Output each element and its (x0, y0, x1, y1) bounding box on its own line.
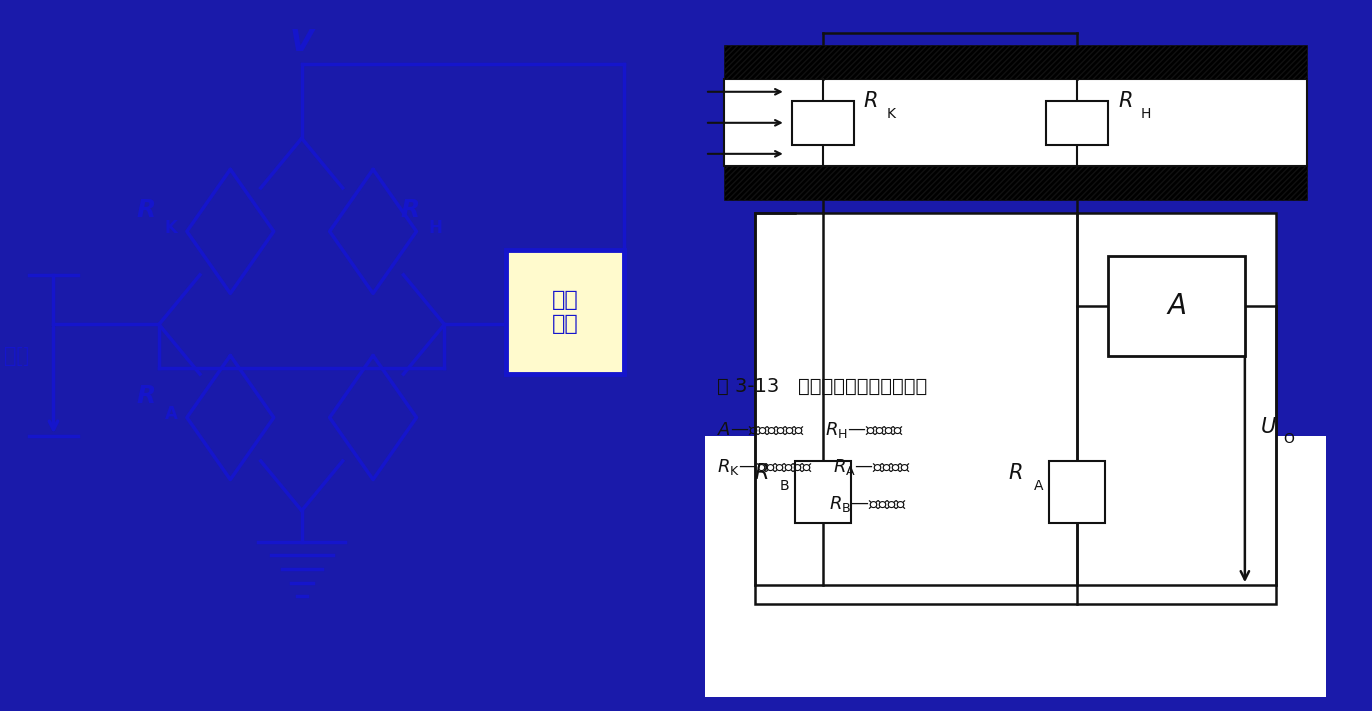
Bar (792, 101, 853, 144)
Bar (723, 46, 1308, 80)
Text: $U$: $U$ (1261, 417, 1277, 437)
Text: $R$: $R$ (1008, 464, 1022, 483)
Bar (1109, 256, 1244, 356)
Text: H: H (428, 219, 442, 237)
Text: $A$—混合集成电路    $R_{\rm H}$—热线电阻: $A$—混合集成电路 $R_{\rm H}$—热线电阻 (718, 420, 904, 440)
Text: $R_{\rm K}$—温度补偿电阻    $R_{\rm A}$—精密电阻: $R_{\rm K}$—温度补偿电阻 $R_{\rm A}$—精密电阻 (718, 457, 911, 477)
Text: O: O (1283, 432, 1294, 447)
Text: K: K (886, 107, 895, 120)
FancyBboxPatch shape (506, 250, 624, 374)
Text: K: K (165, 219, 178, 237)
Text: $R_{\rm B}$—电桥电阻: $R_{\rm B}$—电桥电阻 (829, 494, 907, 515)
Text: $R$: $R$ (1118, 91, 1132, 111)
Text: R: R (401, 198, 420, 222)
Bar (723, 80, 1308, 166)
Text: 输出: 输出 (4, 346, 29, 365)
Bar (705, 436, 1325, 610)
Text: V: V (289, 28, 313, 57)
Text: $R$: $R$ (753, 464, 768, 483)
Bar (1050, 461, 1106, 523)
Text: 图 3-13   热线式空气流量计示意图: 图 3-13 热线式空气流量计示意图 (718, 377, 927, 396)
Bar (1047, 101, 1109, 144)
Text: R: R (137, 198, 156, 222)
Text: $A$: $A$ (1166, 292, 1187, 320)
Text: B: B (779, 479, 789, 493)
Text: 控制
回路: 控制 回路 (552, 291, 579, 333)
Bar (794, 461, 851, 523)
Bar (723, 166, 1308, 201)
Text: A: A (1034, 479, 1044, 493)
Bar (755, 213, 1276, 604)
Bar (705, 610, 1325, 697)
Text: R: R (137, 384, 156, 408)
Text: H: H (1140, 107, 1151, 120)
Text: A: A (165, 405, 178, 424)
Text: $R$: $R$ (863, 91, 878, 111)
